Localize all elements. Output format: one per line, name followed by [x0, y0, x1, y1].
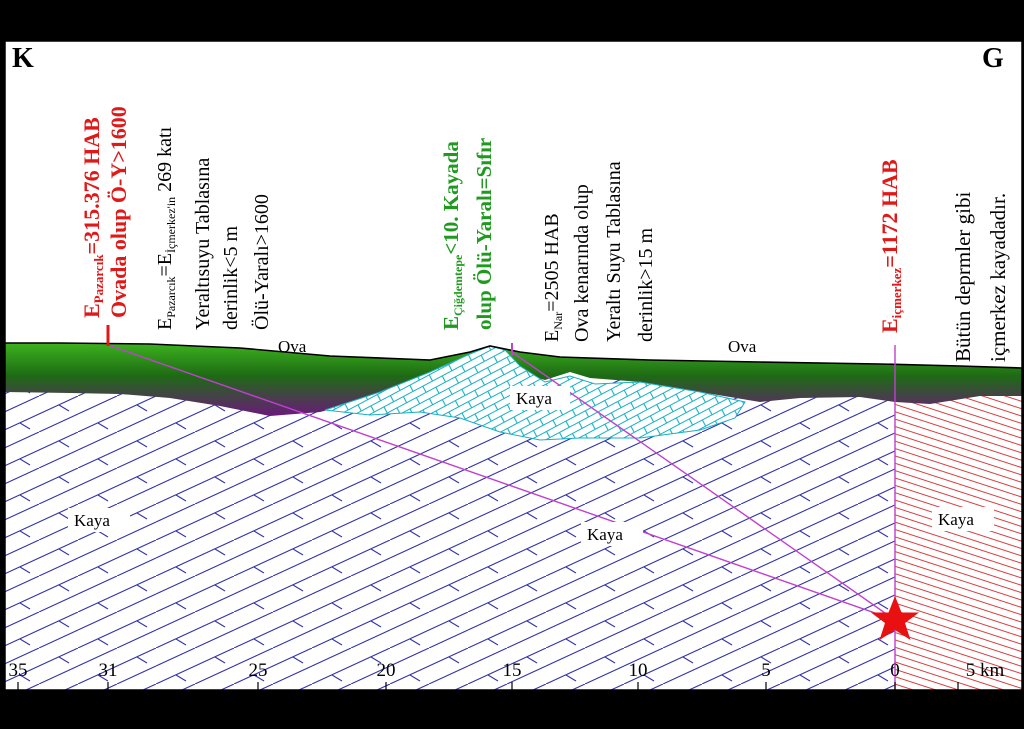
label-kaya-center: Kaya: [587, 525, 623, 544]
svg-text:EPazarcık=315.376 HAB: EPazarcık=315.376 HAB: [79, 117, 106, 318]
axis-tick-label: 25: [249, 660, 268, 681]
label-bg: [581, 522, 643, 546]
ray-pazarcik: [107, 344, 896, 621]
svg-text:derinlik<5 m: derinlik<5 m: [220, 226, 242, 330]
pazarcik-black-annotation: EPazarcık=Eİçmerkez'in 269 katı Yeraltıs…: [154, 126, 273, 330]
distance-axis: 35 31 25 20 15 10 5 0 5 km: [9, 660, 1005, 690]
label-bg: [932, 507, 994, 531]
svg-text:ENar=2505 HAB: ENar=2505 HAB: [541, 213, 565, 342]
svg-text:Ova kenarında olup: Ova kenarında olup: [571, 184, 593, 342]
label-ova-left: Ova: [278, 337, 307, 356]
svg-text:Ölü-Yaralı>1600: Ölü-Yaralı>1600: [250, 194, 273, 330]
rock-layer-red: [895, 395, 1022, 690]
axis-tick-label: 5: [761, 660, 771, 681]
label-kaya-left: Kaya: [74, 511, 110, 530]
pazarcik-red-annotation: EPazarcık=315.376 HAB Ovada olup Ö-Y>160…: [79, 106, 131, 318]
svg-text:EÇiğdemtepe<10. Kayada: EÇiğdemtepe<10. Kayada: [439, 141, 465, 330]
figure-frame: [4, 40, 1023, 691]
cigdemtepe-green-annotation: EÇiğdemtepe<10. Kayada olup Ölü-Yaralı=S…: [439, 138, 496, 330]
note-black-annotation: Bütün deprmler gibi içmerkez kayadadır.: [951, 192, 1010, 362]
svg-text:Yeraltısuyu Tablasına: Yeraltısuyu Tablasına: [192, 158, 214, 330]
axis-tick-label: 20: [377, 660, 396, 681]
axis-tick-label: 5 km: [966, 660, 1005, 681]
axis-tick-label: 31: [99, 660, 118, 681]
svg-text:Bütün deprmler gibi: Bütün deprmler gibi: [951, 192, 975, 362]
nar-black-annotation: ENar=2505 HAB Ova kenarında olup Yeraltı…: [541, 161, 657, 342]
axis-tick-label: 35: [9, 660, 28, 681]
icmerkez-red-annotation: Eiçmerkez=1172 HAB: [877, 159, 904, 333]
label-kaya-hill: Kaya: [516, 389, 552, 408]
ray-nar: [511, 351, 896, 621]
svg-text:EPazarcık=Eİçmerkez'in 269 kat: EPazarcık=Eİçmerkez'in 269 katı: [154, 126, 178, 330]
svg-text:olup Ölü-Yaralı=Sıfır: olup Ölü-Yaralı=Sıfır: [472, 138, 496, 330]
rock-layer-blue: [5, 380, 895, 690]
label-ova-right: Ova: [728, 337, 757, 356]
label-bg: [510, 386, 570, 410]
corner-south: G: [982, 43, 1004, 74]
svg-text:içmerkez kayadadır.: içmerkez kayadadır.: [986, 193, 1010, 362]
svg-text:Yeraltı Suyu Tablasına: Yeraltı Suyu Tablasına: [603, 161, 625, 342]
axis-tick-label: 0: [890, 660, 900, 681]
ground-surface-line: [5, 342, 1022, 369]
label-bg: [68, 508, 130, 532]
label-kaya-right: Kaya: [938, 510, 974, 529]
svg-text:Ovada olup Ö-Y>1600: Ovada olup Ö-Y>1600: [106, 106, 131, 318]
svg-text:derinlik>15 m: derinlik>15 m: [635, 228, 657, 342]
axis-tick-label: 15: [503, 660, 522, 681]
axis-tick-label: 10: [629, 660, 648, 681]
corner-north: K: [12, 43, 34, 74]
epicenter-star-icon: [871, 596, 919, 640]
svg-text:Eiçmerkez=1172 HAB: Eiçmerkez=1172 HAB: [877, 159, 904, 333]
